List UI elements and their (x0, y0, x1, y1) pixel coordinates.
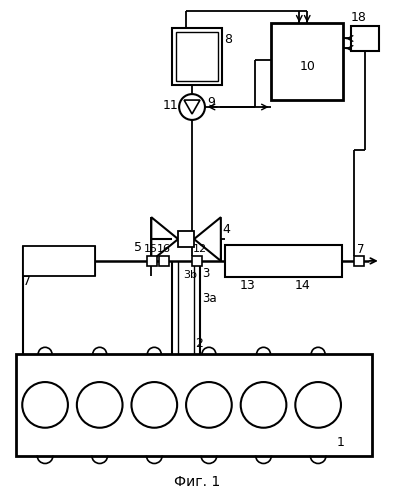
Text: 3: 3 (202, 267, 209, 280)
Text: 14: 14 (294, 279, 310, 292)
Text: 5: 5 (134, 241, 143, 253)
Text: 2: 2 (195, 337, 203, 350)
Text: 4: 4 (223, 223, 231, 236)
Text: 13: 13 (240, 279, 256, 292)
Bar (176, 31, 218, 81)
Bar (225, 245, 342, 277)
Text: 11: 11 (162, 98, 178, 111)
Bar (172, 27, 222, 85)
Text: 3a: 3a (202, 292, 216, 305)
Bar (159, 256, 169, 266)
Text: 9: 9 (207, 95, 215, 109)
Bar (271, 22, 343, 100)
Bar (147, 256, 157, 266)
Bar (192, 256, 202, 266)
Text: 1: 1 (337, 436, 345, 449)
Bar (23, 246, 95, 276)
Text: 15: 15 (143, 244, 157, 254)
Text: 7: 7 (357, 243, 364, 255)
Bar (354, 256, 364, 266)
Bar (16, 354, 372, 456)
Text: 18: 18 (351, 10, 367, 23)
Text: Фиг. 1: Фиг. 1 (174, 476, 220, 490)
Text: 3b: 3b (183, 270, 197, 280)
Bar (351, 25, 379, 51)
Text: 12: 12 (193, 244, 207, 254)
Text: 16: 16 (157, 244, 171, 254)
Text: 8: 8 (224, 33, 232, 46)
Bar (178, 231, 194, 247)
Text: 10: 10 (299, 60, 315, 73)
Text: 7: 7 (23, 275, 31, 288)
